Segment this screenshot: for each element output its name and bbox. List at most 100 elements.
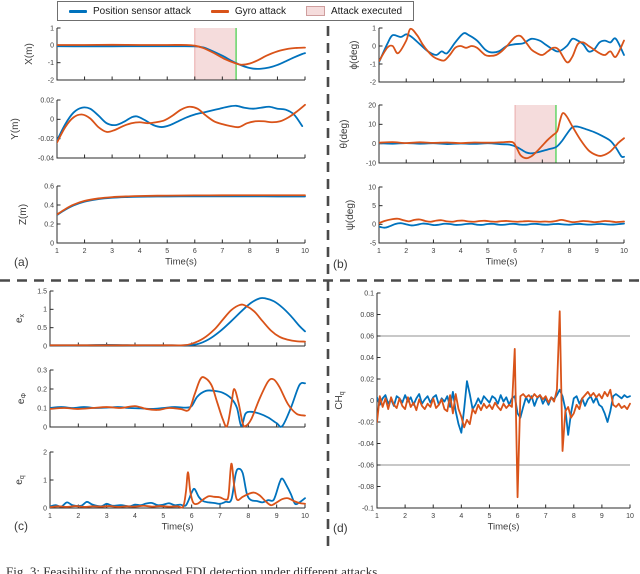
x-tick-label: 1 [375, 513, 379, 520]
axes-spines [378, 28, 624, 83]
axes-spines [378, 105, 624, 164]
y-tick-label: 0.3 [37, 367, 47, 374]
y-axis-label: ex [14, 313, 26, 323]
x-tick-label: 1 [55, 248, 59, 255]
x-tick-label: 7 [540, 248, 544, 255]
y-tick-label: -0.02 [358, 419, 374, 426]
x-tick-label: 4 [133, 513, 137, 520]
y-axis-label: Z(m) [18, 204, 29, 225]
x-tick-label: 9 [275, 248, 279, 255]
legend-item-gyro-attack: Gyro attack [210, 5, 286, 17]
x-tick-label: 6 [190, 513, 194, 520]
subplot-ephi: 0 0.1 0.2 0.3 eΦ [16, 367, 306, 431]
y-axis-label: ψ(deg) [345, 200, 356, 230]
y-tick-label: 20 [368, 102, 376, 109]
series-orange [379, 112, 625, 160]
x-tick-label: 4 [459, 513, 463, 520]
series-group [50, 296, 306, 347]
series-orange [50, 376, 306, 428]
y-tick-label: 1 [43, 307, 47, 314]
x-tick-label: 5 [165, 248, 169, 255]
x-tick-label: 3 [105, 513, 109, 520]
series-orange [50, 303, 306, 347]
series-blue [377, 380, 631, 436]
y-tick-label: 0.2 [44, 221, 54, 228]
x-tick-label: 3 [431, 513, 435, 520]
series-blue [379, 32, 625, 64]
attack-region [515, 105, 556, 163]
x-axis-label: Time(s) [162, 522, 194, 533]
y-axis-label: eΦ [16, 393, 28, 405]
y-tick-label: 10 [368, 122, 376, 129]
y-tick-label: -0.04 [38, 155, 54, 162]
x-tick-label: 4 [138, 248, 142, 255]
axes-spines [49, 370, 305, 428]
subplot-chq: -0.1 -0.08 -0.06 -0.04 -0.02 0 0.02 0.04 0.06 0.0… [334, 290, 634, 532]
series-orange [377, 310, 631, 499]
y-tick-label: 0.02 [360, 376, 374, 383]
y-tick-label: -0.1 [362, 505, 374, 512]
series-orange [379, 27, 625, 64]
x-tick-label: 10 [620, 248, 628, 255]
y-tick-label: 1.5 [37, 288, 47, 295]
y-tick-label: -0.04 [358, 441, 374, 448]
x-tick-label: 7 [220, 248, 224, 255]
series-group [57, 43, 306, 70]
x-tick-label: 9 [275, 513, 279, 520]
x-tick-label: 10 [626, 513, 634, 520]
x-tick-label: 7 [218, 513, 222, 520]
y-tick-label: 0 [43, 343, 47, 350]
y-tick-label: 0 [372, 141, 376, 148]
y-tick-label: 0 [370, 398, 374, 405]
series-blue [379, 222, 625, 229]
y-tick-label: 0.08 [360, 312, 374, 319]
x-tick-label: 8 [248, 248, 252, 255]
y-tick-label: -5 [370, 240, 376, 247]
series-group [379, 112, 625, 160]
series-group [57, 103, 306, 144]
y-tick-label: 0 [50, 43, 54, 50]
x-tick-label: 9 [600, 513, 604, 520]
y-tick-label: 0 [50, 117, 54, 124]
legend-label-gyro-attack: Gyro attack [234, 5, 286, 17]
legend-item-attack-executed: Attack executed [305, 6, 402, 17]
x-tick-label: 2 [76, 513, 80, 520]
y-tick-label: 0 [50, 240, 54, 247]
x-tick-label: 6 [193, 248, 197, 255]
subplot-theta: -10 0 10 20 θ(deg) [339, 102, 625, 167]
y-axis-label: ϕ(deg) [349, 41, 360, 70]
x-tick-label: 9 [595, 248, 599, 255]
subplot-ex: 0 0.5 1 1.5 ex [14, 288, 306, 350]
series-orange [57, 194, 306, 216]
panel-label-b: (b) [333, 257, 348, 271]
panel-label-a: (a) [14, 255, 29, 269]
y-tick-label: 0.2 [37, 386, 47, 393]
subplot-phi: -2 -1 0 1 ϕ(deg) [349, 25, 625, 86]
y-tick-label: 0 [43, 505, 47, 512]
series-orange [57, 43, 306, 66]
series-group [379, 217, 625, 229]
series-orange [379, 217, 625, 225]
x-tick-label: 7 [544, 513, 548, 520]
y-tick-label: 1 [43, 477, 47, 484]
y-axis-label: θ(deg) [339, 120, 350, 149]
x-tick-label: 5 [486, 248, 490, 255]
y-axis-label: eq [14, 475, 26, 485]
y-tick-label: 0.4 [44, 202, 54, 209]
y-tick-label: -0.06 [358, 462, 374, 469]
y-tick-label: 0 [372, 43, 376, 50]
subplot-y: -0.04 -0.02 0 0.02 Y(m) [10, 97, 306, 162]
y-tick-label: 0.6 [44, 183, 54, 190]
x-tick-label: 2 [83, 248, 87, 255]
y-tick-label: -2 [48, 77, 54, 84]
panel-label-d: (d) [333, 521, 348, 535]
y-tick-label: 2 [43, 449, 47, 456]
x-tick-label: 2 [404, 248, 408, 255]
series-orange [50, 462, 306, 509]
series-group [50, 376, 306, 428]
y-tick-label: 0.06 [360, 333, 374, 340]
y-tick-label: 0 [372, 222, 376, 229]
y-axis-label: CHq [334, 391, 346, 409]
x-axis-label: Time(s) [165, 257, 197, 268]
